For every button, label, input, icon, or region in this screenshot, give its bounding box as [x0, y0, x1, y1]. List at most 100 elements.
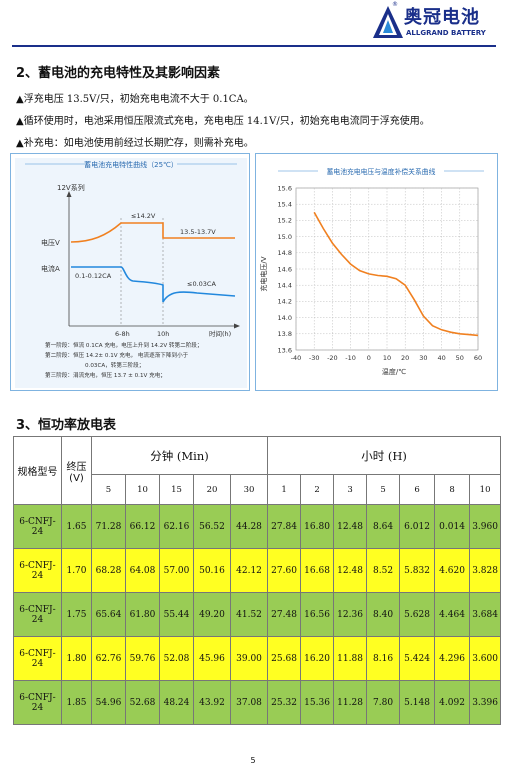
stage-note-3: 第三阶段：涓流充电，恒压 13.7 ± 0.1V 充电；	[45, 371, 166, 379]
cell-power-value: 12.48	[333, 548, 368, 593]
cell-power-value: 45.96	[193, 636, 231, 681]
cell-power-value: 65.64	[91, 592, 126, 637]
bullet-float-charge: ▲浮充电压 13.5V/只，初始充电电流不大于 0.1CA。	[16, 94, 254, 105]
cell-power-value: 48.24	[159, 680, 194, 725]
right-chart-xlabel: 温度/℃	[382, 367, 406, 376]
cell-power-value: 11.88	[333, 636, 368, 681]
col-header-min: 15	[159, 474, 194, 505]
cell-power-value: 27.48	[267, 592, 302, 637]
cell-model: 6-CNFJ-24	[13, 636, 62, 681]
cell-power-value: 4.464	[434, 592, 471, 637]
annotation-14-2v: ≤14.2V	[131, 212, 156, 220]
constant-power-discharge-table: 规格型号 终压 (V) 分钟 (Min) 小时 (H) 5 10 15 20 30 1 2 3…	[13, 436, 502, 725]
col-header-end-voltage: 终压 (V)	[61, 436, 92, 505]
charge-characteristic-svg: 蓄电池充电特性曲线（25℃） 12V系列 电压V 电流A ≤14.2V 13.5…	[15, 158, 247, 388]
cell-power-value: 64.08	[125, 548, 160, 593]
page-number: 5	[250, 756, 256, 765]
y-tick-label: 13.6	[278, 346, 292, 354]
cell-power-value: 5.628	[399, 592, 436, 637]
cell-power-value: 4.092	[434, 680, 471, 725]
cell-power-value: 37.08	[229, 680, 269, 725]
cell-power-value: 3.396	[469, 680, 502, 725]
end-voltage-label: 终压	[66, 461, 87, 473]
cell-power-value: 16.80	[300, 504, 335, 549]
x-tick-label: 10	[383, 354, 391, 362]
y-tick-label: 15.0	[278, 233, 292, 241]
bullet-cycle-charge: ▲循环使用时，电池采用恒压限流式充电，充电电压 14.1V/只，初始充电电流同于…	[16, 116, 430, 127]
cell-power-value: 3.600	[469, 636, 502, 681]
cell-power-value: 52.68	[125, 680, 160, 725]
right-chart-title: 蓄电池充电电压与温度补偿关系曲线	[327, 167, 436, 176]
logo-mark-icon	[373, 6, 403, 38]
col-header-min: 30	[229, 474, 269, 505]
x-tick-label: -10	[345, 354, 356, 362]
cell-power-value: 49.20	[193, 592, 231, 637]
cell-power-value: 71.28	[91, 504, 126, 549]
cell-power-value: 62.16	[159, 504, 194, 549]
x-tick-label: 60	[474, 354, 482, 362]
series-label-12v: 12V系列	[57, 183, 85, 192]
bullet-supplement-charge: ▲补充电：如电池使用前经过长期贮存，则需补充电。	[16, 138, 254, 149]
y-tick-label: 14.6	[278, 265, 292, 273]
col-header-hour: 1	[267, 474, 302, 505]
col-header-min: 10	[125, 474, 160, 505]
cell-power-value: 27.84	[267, 504, 302, 549]
stage-note-2: 第二阶段：恒压 14.2± 0.1V 充电， 电流逐渐下降到小于	[45, 351, 189, 359]
cell-power-value: 57.00	[159, 548, 194, 593]
y-tick-label: 14.0	[278, 314, 292, 322]
cell-power-value: 50.16	[193, 548, 231, 593]
x-tick-label: 20	[401, 354, 409, 362]
cell-power-value: 39.00	[229, 636, 269, 681]
cell-power-value: 0.014	[434, 504, 471, 549]
cell-power-value: 15.36	[300, 680, 335, 725]
x-label-6-8h: 6-8h	[115, 330, 130, 338]
cell-power-value: 42.12	[229, 548, 269, 593]
cell-power-value: 43.92	[193, 680, 231, 725]
cell-power-value: 8.40	[366, 592, 401, 637]
cell-power-value: 41.52	[229, 592, 269, 637]
cell-power-value: 7.80	[366, 680, 401, 725]
x-tick-label: -40	[291, 354, 302, 362]
right-chart-ylabel: 充电电压/V	[259, 256, 268, 291]
cell-power-value: 59.76	[125, 636, 160, 681]
left-chart-title: 蓄电池充电特性曲线（25℃）	[84, 160, 178, 169]
x-tick-label: -30	[309, 354, 320, 362]
current-curve	[71, 266, 236, 303]
table-row: 6-CNFJ-24 1.85 54.96 52.68 48.24 43.92 37.08 25…	[13, 680, 502, 725]
table-row: 6-CNFJ-24 1.80 62.76 59.76 52.08 45.96 39.00 25…	[13, 636, 502, 681]
cell-power-value: 16.68	[300, 548, 335, 593]
col-header-hour: 5	[366, 474, 401, 505]
logo-text-en: ALLGRAND BATTERY	[406, 29, 486, 37]
y-tick-label: 15.4	[278, 201, 292, 209]
cell-power-value: 8.16	[366, 636, 401, 681]
temp-compensation-svg: 蓄电池充电电压与温度补偿关系曲线 -40 -30 -20 -10 0 10 20 30 40 50…	[259, 167, 484, 376]
table-row: 6-CNFJ-24 1.75 65.64 61.80 55.44 49.20 41.52 27…	[13, 592, 502, 637]
x-tick-label: 50	[456, 354, 464, 362]
section-3-title: 3、恒功率放电表	[16, 418, 117, 433]
col-header-model: 规格型号	[13, 436, 62, 505]
temp-compensation-curve	[313, 211, 479, 337]
col-header-hour: 8	[434, 474, 471, 505]
cell-model: 6-CNFJ-24	[13, 548, 62, 593]
col-header-hour: 3	[333, 474, 368, 505]
group-header-hours: 小时 (H)	[267, 436, 502, 475]
cell-power-value: 16.20	[300, 636, 335, 681]
cell-power-value: 6.012	[399, 504, 436, 549]
x-tick-label: 30	[419, 354, 427, 362]
cell-power-value: 3.828	[469, 548, 502, 593]
cell-power-value: 66.12	[125, 504, 160, 549]
cell-power-value: 12.36	[333, 592, 368, 637]
cell-model: 6-CNFJ-24	[13, 504, 62, 549]
cell-end-voltage: 1.75	[61, 592, 92, 637]
col-header-hour: 10	[469, 474, 502, 505]
annotation-end-current: ≤0.03CA	[187, 280, 216, 288]
cell-power-value: 12.48	[333, 504, 368, 549]
cell-power-value: 5.148	[399, 680, 436, 725]
cell-end-voltage: 1.85	[61, 680, 92, 725]
y-tick-label: 15.2	[278, 217, 292, 225]
col-header-hour: 6	[399, 474, 436, 505]
annotation-initial-current: 0.1-0.12CA	[75, 272, 112, 280]
cell-model: 6-CNFJ-24	[13, 680, 62, 725]
cell-power-value: 5.832	[399, 548, 436, 593]
cell-power-value: 56.52	[193, 504, 231, 549]
